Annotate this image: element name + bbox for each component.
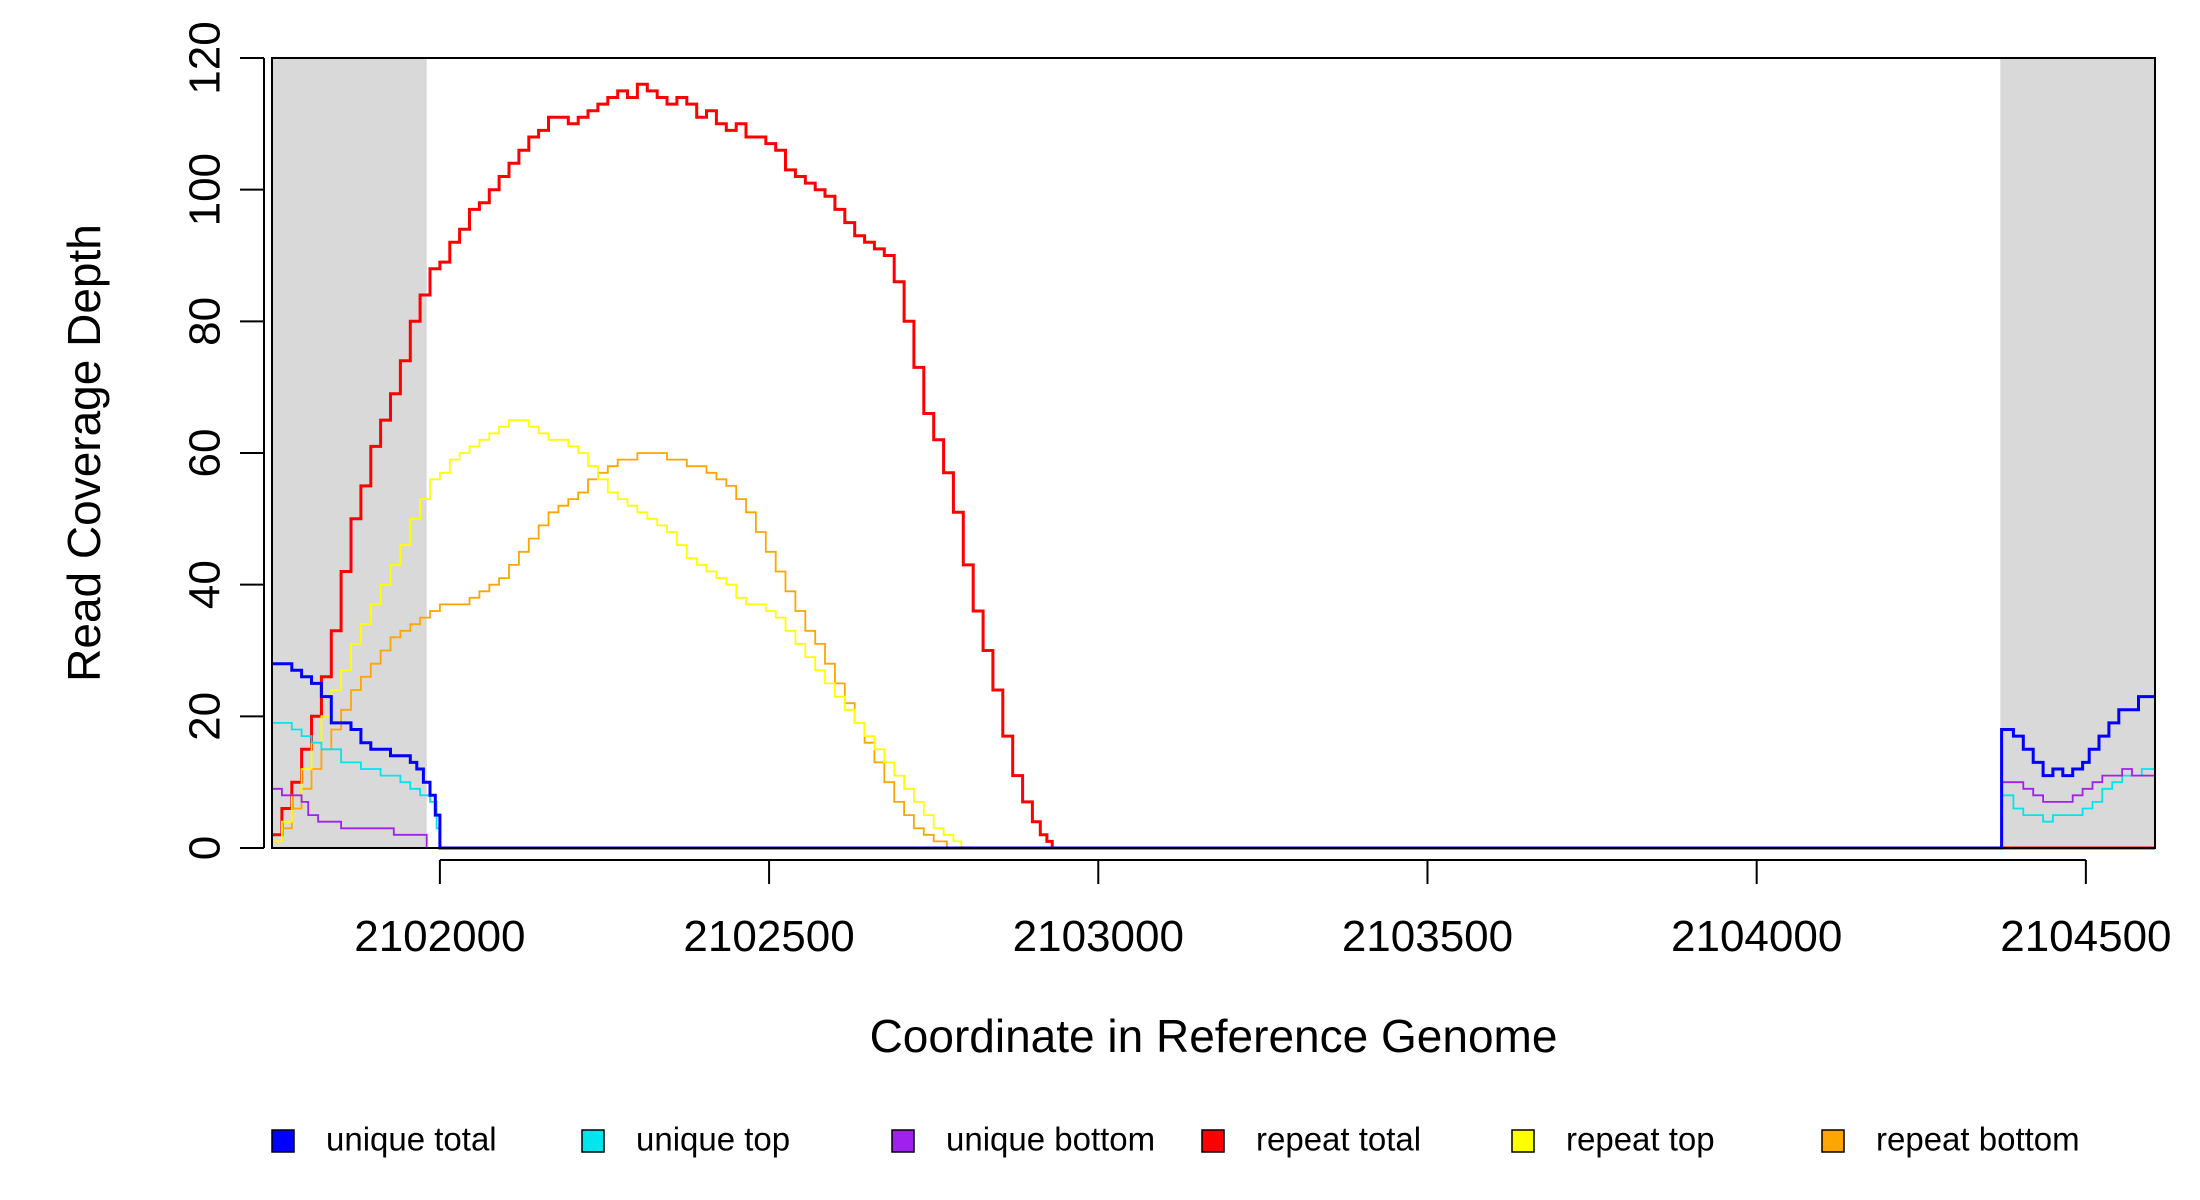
y-axis: 0 20 40 60 80 100 120 xyxy=(181,21,265,860)
legend-label: repeat top xyxy=(1566,1121,1715,1158)
legend-item-unique-bottom: unique bottom xyxy=(891,1121,1155,1158)
y-tick-label: 80 xyxy=(181,297,230,346)
x-axis: 2102000 2102500 2103000 2103500 2104000 21045… xyxy=(354,859,2172,961)
series-line-repeat-total xyxy=(272,82,2155,850)
plot-frame xyxy=(271,57,2156,849)
x-tick-label: 2102500 xyxy=(683,912,854,961)
legend-item-repeat-top: repeat top xyxy=(1511,1121,1715,1158)
series-line-repeat-bottom xyxy=(272,452,2155,849)
legend-swatch xyxy=(271,1129,295,1153)
series-line-unique-bottom xyxy=(272,768,2155,849)
legend-swatch xyxy=(891,1129,915,1153)
shaded-regions xyxy=(272,58,2155,848)
legend-item-repeat-bottom: repeat bottom xyxy=(1821,1121,2080,1158)
y-tick-label: 60 xyxy=(181,429,230,478)
y-tick-label: 100 xyxy=(181,153,230,226)
x-tick-label: 2103500 xyxy=(1342,912,1513,961)
x-tick-label: 2103000 xyxy=(1013,912,1184,961)
legend-item-repeat-total: repeat total xyxy=(1201,1121,1421,1158)
legend-label: repeat total xyxy=(1256,1121,1421,1158)
legend-label: unique total xyxy=(326,1121,497,1158)
x-tick-label: 2104000 xyxy=(1671,912,1842,961)
x-tick-label: 2104500 xyxy=(2000,912,2171,961)
x-axis-title: Coordinate in Reference Genome xyxy=(870,1010,1558,1062)
series-line-unique-top xyxy=(272,722,2155,849)
legend-swatch xyxy=(1511,1129,1535,1153)
legend-swatch xyxy=(581,1129,605,1153)
legend-swatch xyxy=(1821,1129,1845,1153)
legend: unique total unique top unique bottom repea… xyxy=(271,1121,2080,1158)
legend-label: repeat bottom xyxy=(1876,1121,2080,1158)
series-lines xyxy=(272,82,2155,850)
x-tick-label: 2102000 xyxy=(354,912,525,961)
y-tick-label: 0 xyxy=(181,836,230,860)
y-tick-label: 120 xyxy=(181,21,230,94)
legend-swatch xyxy=(1201,1129,1225,1153)
legend-item-unique-total: unique total xyxy=(271,1121,497,1158)
y-tick-label: 40 xyxy=(181,560,230,609)
legend-label: unique bottom xyxy=(946,1121,1155,1158)
legend-label: unique top xyxy=(636,1121,790,1158)
shaded-region-1 xyxy=(272,58,427,848)
legend-item-unique-top: unique top xyxy=(581,1121,790,1158)
y-tick-label: 20 xyxy=(181,692,230,741)
series-line-unique-total xyxy=(272,662,2155,850)
shaded-region-2 xyxy=(2000,58,2155,848)
y-axis-title: Read Coverage Depth xyxy=(58,224,110,682)
series-line-repeat-top xyxy=(272,419,2155,849)
